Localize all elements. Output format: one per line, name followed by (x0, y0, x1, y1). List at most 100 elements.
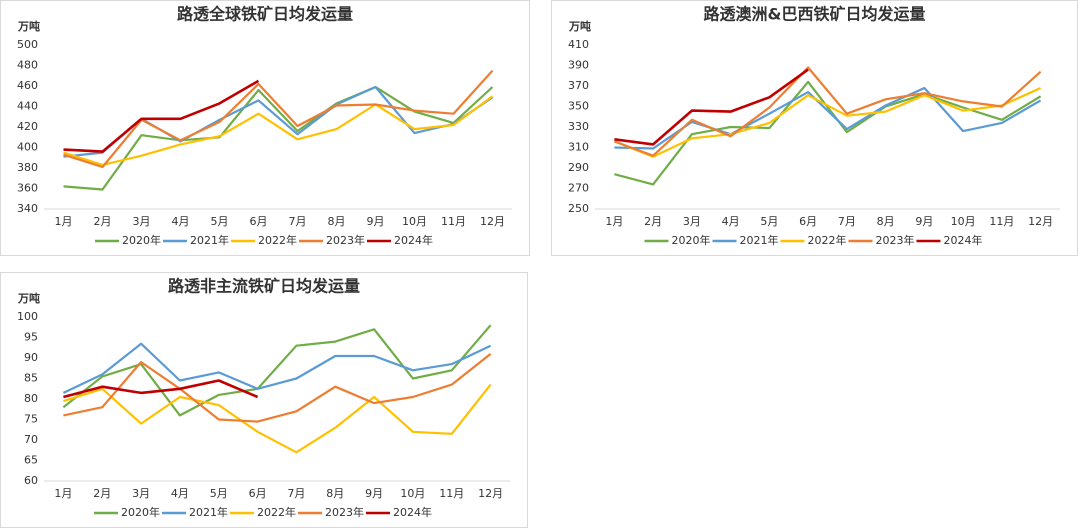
x-tick-label: 8月 (328, 215, 346, 228)
series-line (63, 353, 492, 423)
x-tick-label: 5月 (760, 215, 778, 228)
series-line (63, 95, 494, 166)
chart-title: 路透非主流铁矿日均发运量 (168, 277, 360, 296)
x-tick-label: 7月 (289, 215, 307, 228)
y-tick-label: 65 (24, 454, 38, 467)
y-tick-label: 75 (24, 413, 38, 426)
y-tick-label: 95 (24, 331, 38, 344)
x-tick-label: 10月 (951, 215, 976, 228)
y-tick-label: 440 (17, 100, 38, 113)
legend-label: 2024年 (944, 233, 983, 247)
y-tick-label: 270 (568, 182, 589, 195)
panel-border (0, 272, 528, 528)
x-tick-label: 8月 (326, 487, 344, 500)
x-tick-label: 4月 (171, 487, 189, 500)
y-tick-label: 310 (568, 141, 589, 154)
x-tick-label: 6月 (250, 215, 268, 228)
series-line (63, 85, 494, 191)
x-tick-label: 9月 (915, 215, 933, 228)
y-tick-label: 370 (568, 79, 589, 92)
y-tick-label: 85 (24, 372, 38, 385)
y-axis-unit: 万吨 (568, 19, 591, 33)
x-tick-label: 5月 (210, 487, 228, 500)
x-tick-label: 3月 (132, 487, 150, 500)
x-tick-label: 1月 (55, 215, 73, 228)
x-tick-label: 1月 (605, 215, 623, 228)
x-tick-label: 2月 (94, 215, 112, 228)
y-axis-unit: 万吨 (17, 291, 40, 305)
y-tick-label: 80 (24, 392, 38, 405)
series-line (614, 66, 1042, 157)
x-tick-label: 10月 (402, 215, 427, 228)
y-tick-label: 400 (17, 141, 38, 154)
series-line (614, 68, 809, 146)
panel-border (551, 0, 1078, 256)
y-tick-label: 460 (17, 79, 38, 92)
y-tick-label: 360 (17, 182, 38, 195)
x-tick-label: 11月 (989, 215, 1014, 228)
legend-label: 2020年 (121, 505, 160, 519)
legend-label: 2022年 (808, 233, 847, 247)
y-tick-label: 410 (568, 38, 589, 51)
x-tick-label: 4月 (172, 215, 190, 228)
y-tick-label: 500 (17, 38, 38, 51)
y-tick-label: 420 (17, 120, 38, 133)
legend-label: 2022年 (257, 505, 296, 519)
y-tick-label: 390 (568, 59, 589, 72)
x-tick-label: 11月 (439, 487, 464, 500)
series-line (63, 383, 492, 454)
x-tick-label: 7月 (838, 215, 856, 228)
y-tick-label: 330 (568, 120, 589, 133)
y-tick-label: 100 (17, 310, 38, 323)
legend-label: 2023年 (876, 233, 915, 247)
x-tick-label: 3月 (133, 215, 151, 228)
legend-label: 2023年 (326, 233, 365, 247)
x-tick-label: 9月 (365, 487, 383, 500)
x-tick-label: 2月 (93, 487, 111, 500)
legend-label: 2020年 (672, 233, 711, 247)
y-tick-label: 60 (24, 474, 38, 487)
x-tick-label: 9月 (367, 215, 385, 228)
y-tick-label: 70 (24, 433, 38, 446)
y-tick-label: 350 (568, 100, 589, 113)
legend-label: 2021年 (740, 233, 779, 247)
x-tick-label: 8月 (877, 215, 895, 228)
legend-label: 2023年 (325, 505, 364, 519)
x-tick-label: 12月 (480, 215, 505, 228)
chart-title: 路透全球铁矿日均发运量 (177, 5, 353, 24)
x-tick-label: 10月 (400, 487, 425, 500)
y-tick-label: 250 (568, 202, 589, 215)
series-line (63, 379, 259, 399)
x-tick-label: 2月 (644, 215, 662, 228)
x-tick-label: 6月 (249, 487, 267, 500)
x-tick-label: 12月 (478, 487, 503, 500)
x-tick-label: 4月 (722, 215, 740, 228)
x-tick-label: 7月 (287, 487, 305, 500)
legend-label: 2024年 (393, 505, 432, 519)
x-tick-label: 3月 (683, 215, 701, 228)
y-axis-unit: 万吨 (17, 19, 40, 33)
x-tick-label: 6月 (799, 215, 817, 228)
x-tick-label: 12月 (1028, 215, 1053, 228)
legend-label: 2020年 (122, 233, 161, 247)
panel-border (0, 0, 530, 256)
series-line (62, 342, 492, 394)
legend-label: 2024年 (394, 233, 433, 247)
y-tick-label: 90 (24, 351, 38, 364)
y-tick-label: 340 (17, 202, 38, 215)
legend-label: 2021年 (190, 233, 229, 247)
series-line (63, 79, 260, 153)
chart-title: 路透澳洲&巴西铁矿日均发运量 (704, 5, 926, 24)
legend-label: 2021年 (189, 505, 228, 519)
series-line (63, 69, 494, 169)
y-tick-label: 380 (17, 161, 38, 174)
x-tick-label: 11月 (441, 215, 466, 228)
legend-label: 2022年 (258, 233, 297, 247)
x-tick-label: 5月 (211, 215, 229, 228)
y-tick-label: 480 (17, 59, 38, 72)
x-tick-label: 1月 (54, 487, 72, 500)
